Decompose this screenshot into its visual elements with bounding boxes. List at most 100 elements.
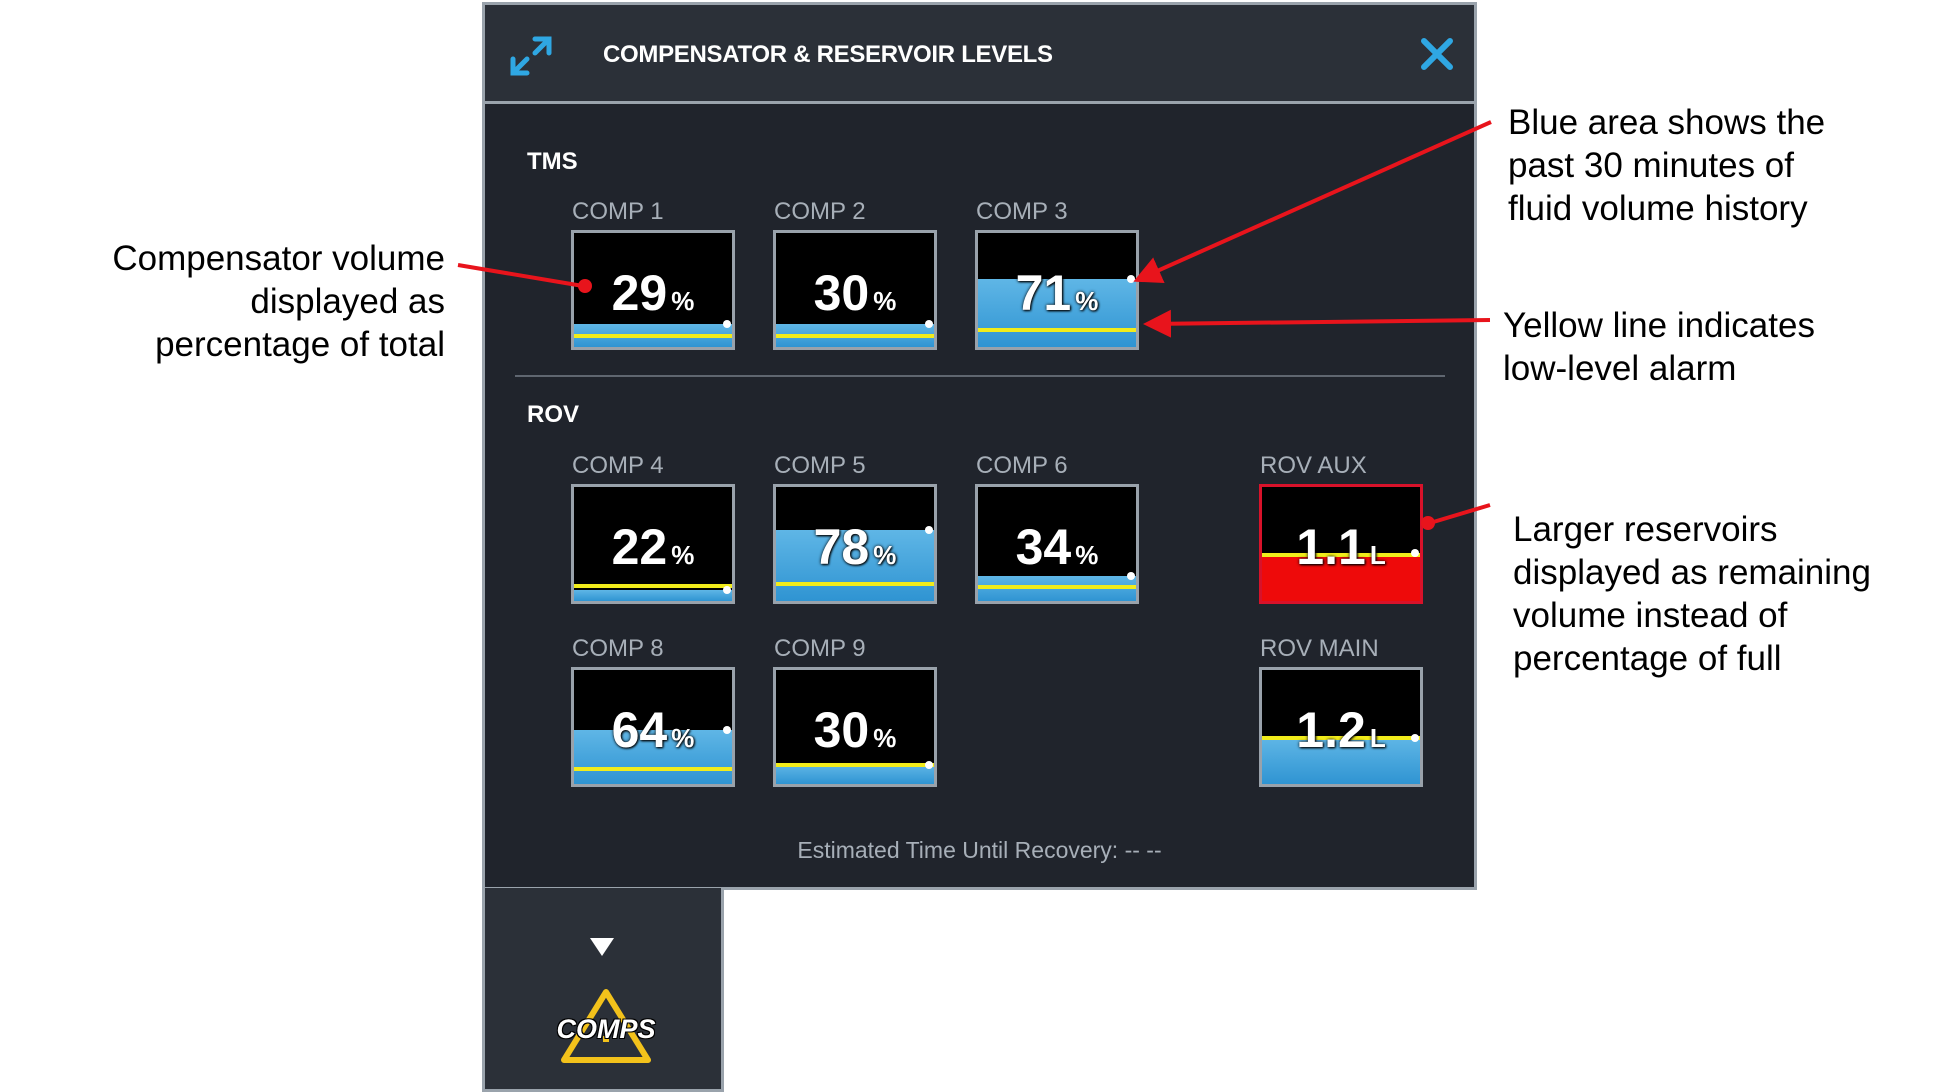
gauge-value: 71%: [978, 265, 1136, 329]
comps-tab-label: COMPS: [556, 1014, 656, 1044]
panel-titlebar: COMPENSATOR & RESERVOIR LEVELS: [485, 5, 1474, 104]
gauge-label-comp9: COMP 9: [774, 635, 866, 662]
current-level-dot: [925, 526, 933, 535]
gauge-value-unit: %: [1075, 540, 1099, 570]
close-x-icon[interactable]: [1420, 37, 1454, 71]
current-level-dot: [723, 585, 731, 594]
gauge-label-comp2: COMP 2: [774, 198, 866, 225]
estimated-recovery-time: Estimated Time Until Recovery: -- --: [797, 837, 1162, 863]
gauge-value: 1.2 L: [1262, 702, 1420, 766]
expand-arrows-icon[interactable]: [505, 31, 557, 81]
gauge-value-number: 1.1: [1296, 519, 1366, 575]
low-level-alarm-line: [776, 581, 934, 586]
gauge-value-unit: %: [873, 540, 897, 570]
fluid-level-fill: [978, 278, 1136, 347]
annotation-line: displayed as remaining: [1513, 553, 1871, 592]
gauge-label-rov-main: ROV MAIN: [1260, 635, 1379, 662]
low-level-alarm-line: [978, 585, 1136, 590]
gauge-rov-main[interactable]: 1.2 L: [1259, 667, 1423, 787]
fluid-level-fill: [574, 589, 732, 601]
gauge-value: 64%: [574, 702, 732, 766]
gauge-value-number: 30: [813, 265, 870, 321]
gauge-comp4[interactable]: 22%: [571, 484, 735, 604]
current-level-dot: [723, 320, 731, 329]
gauge-value-unit: %: [671, 286, 695, 316]
gauge-value-unit: %: [1075, 286, 1099, 316]
fluid-level-fill: [776, 764, 934, 784]
annotation-line: Blue area shows the: [1508, 103, 1826, 142]
gauge-value-number: 64: [611, 702, 668, 758]
gauge-value-unit: %: [873, 723, 897, 753]
low-level-alarm-line: [978, 327, 1136, 332]
gauge-label-comp3: COMP 3: [976, 198, 1068, 225]
section-divider: [515, 375, 1445, 377]
gauge-comp3[interactable]: 71%: [975, 230, 1139, 350]
comps-tab[interactable]: COMPS: [482, 888, 724, 1092]
gauge-comp2[interactable]: 30%: [773, 230, 937, 350]
annotation-larger-reservoirs: Larger reservoirs displayed as remaining…: [1513, 508, 1871, 680]
gauge-value-unit: %: [671, 540, 695, 570]
annotation-line: low-level alarm: [1503, 349, 1737, 388]
low-level-alarm-line: [1262, 553, 1420, 558]
low-level-alarm-line: [776, 762, 934, 767]
annotation-compensator-volume: Compensator volume displayed as percenta…: [60, 237, 445, 366]
gauge-value: 30%: [776, 265, 934, 329]
current-level-dot: [1127, 571, 1135, 580]
fluid-level-fill: [1262, 738, 1420, 784]
gauge-label-comp8: COMP 8: [572, 635, 664, 662]
current-level-dot: [1411, 734, 1419, 743]
low-level-alarm-line: [574, 584, 732, 589]
annotation-line: fluid volume history: [1508, 189, 1808, 228]
annotation-line: volume instead of: [1513, 596, 1788, 635]
gauge-value: 1.1 L: [1262, 519, 1420, 583]
gauge-value-number: 29: [611, 265, 668, 321]
gauge-value-unit: %: [873, 286, 897, 316]
gauge-rov-aux[interactable]: 1.1 L: [1259, 484, 1423, 604]
gauge-value-unit: %: [671, 723, 695, 753]
current-level-dot: [925, 760, 933, 769]
warning-triangle-icon: [561, 989, 651, 1063]
gauge-value-number: 22: [611, 519, 668, 575]
gauge-value: 30%: [776, 702, 934, 766]
fluid-level-fill: [574, 730, 732, 784]
gauge-value-number: 30: [813, 702, 870, 758]
gauge-label-comp5: COMP 5: [774, 452, 866, 479]
low-level-alarm-line: [1262, 736, 1420, 741]
current-level-dot: [925, 320, 933, 329]
gauge-comp9[interactable]: 30%: [773, 667, 937, 787]
gauge-label-comp6: COMP 6: [976, 452, 1068, 479]
gauge-value-number: 78: [813, 519, 870, 575]
fluid-level-fill: [776, 530, 934, 601]
low-level-alarm-line: [574, 767, 732, 772]
fluid-level-fill: [1262, 553, 1420, 601]
gauge-value-number: 34: [1015, 519, 1072, 575]
annotation-line: Yellow line indicates: [1503, 306, 1815, 345]
annotation-yellow-line: Yellow line indicates low-level alarm: [1503, 304, 1815, 390]
annotation-line: percentage of total: [155, 325, 445, 364]
gauge-comp8[interactable]: 64%: [571, 667, 735, 787]
gauge-value-unit: L: [1369, 723, 1386, 753]
gauge-value: 78%: [776, 519, 934, 583]
gauge-value-unit: L: [1369, 540, 1386, 570]
annotation-line: past 30 minutes of: [1508, 146, 1794, 185]
annotation-blue-area: Blue area shows the past 30 minutes of f…: [1508, 101, 1825, 230]
current-level-dot: [1411, 549, 1419, 558]
compensator-reservoir-panel: COMPENSATOR & RESERVOIR LEVELS TMS ROV C…: [482, 2, 1477, 890]
annotation-line: Compensator volume: [112, 239, 445, 278]
gauge-value: 29%: [574, 265, 732, 329]
triangle-down-icon[interactable]: [588, 936, 616, 958]
annotation-line: displayed as: [250, 282, 445, 321]
gauge-comp1[interactable]: 29%: [571, 230, 735, 350]
panel-title: COMPENSATOR & RESERVOIR LEVELS: [603, 41, 1053, 68]
gauge-label-rov-aux: ROV AUX: [1260, 452, 1367, 479]
current-level-dot: [723, 726, 731, 735]
low-level-alarm-line: [574, 333, 732, 338]
gauge-value-number: 71: [1015, 265, 1072, 321]
section-label-rov: ROV: [527, 401, 580, 428]
gauge-comp5[interactable]: 78%: [773, 484, 937, 604]
annotation-line: Larger reservoirs: [1513, 510, 1778, 549]
gauge-comp6[interactable]: 34%: [975, 484, 1139, 604]
gauge-value-number: 1.2: [1296, 702, 1366, 758]
low-level-alarm-line: [776, 333, 934, 338]
gauge-label-comp1: COMP 1: [572, 198, 664, 225]
